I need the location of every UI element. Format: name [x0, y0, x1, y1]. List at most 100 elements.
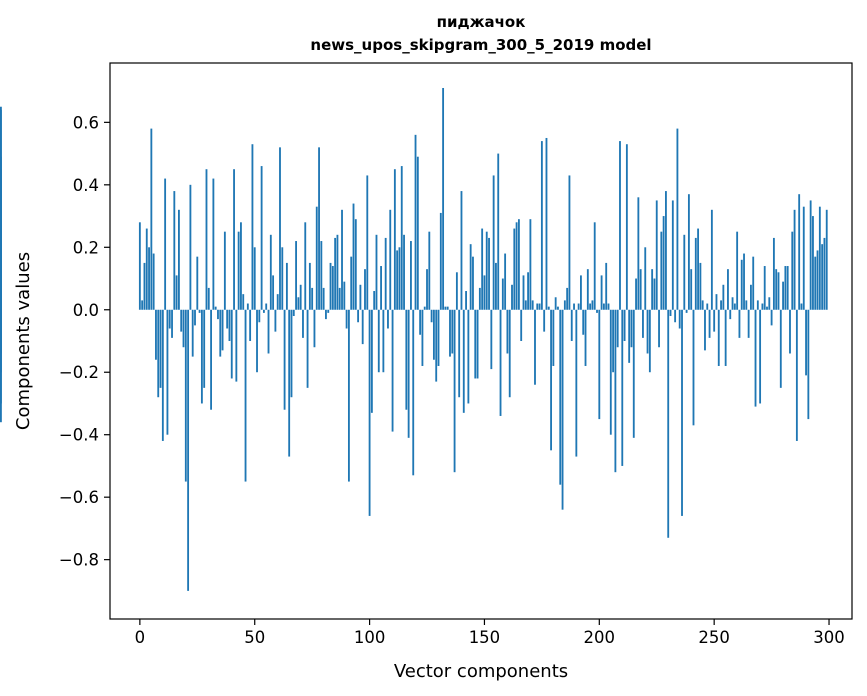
x-tick-label: 150 [469, 628, 501, 647]
bar [492, 175, 495, 310]
bar [584, 309, 587, 366]
bar [453, 309, 456, 473]
bar [315, 206, 318, 310]
bar [343, 281, 346, 310]
bar [166, 309, 169, 435]
bar [738, 309, 741, 338]
bar [325, 309, 327, 320]
bar [807, 309, 810, 420]
bar [246, 303, 249, 310]
bar [285, 262, 288, 310]
bar [770, 309, 773, 326]
bar [272, 275, 275, 310]
bar [763, 266, 766, 310]
x-axis-label: Vector components [394, 661, 568, 682]
bar [171, 309, 173, 338]
bar [458, 309, 461, 398]
bar [547, 306, 550, 310]
bar [559, 309, 562, 485]
bar [786, 266, 789, 310]
bar [573, 303, 575, 310]
bars-group [0, 87, 828, 591]
bar [308, 262, 311, 310]
bar [439, 212, 442, 310]
bar [605, 262, 608, 310]
bar [623, 309, 626, 341]
bar [235, 309, 238, 382]
bar [357, 309, 360, 323]
x-tick-label: 0 [135, 628, 146, 647]
bar [681, 309, 683, 516]
bar [168, 309, 171, 329]
bar [393, 169, 396, 310]
bar [720, 300, 722, 310]
bar [522, 275, 525, 310]
bar [223, 231, 226, 310]
bar [490, 309, 493, 370]
x-tick-label: 250 [698, 628, 730, 647]
bar [194, 309, 196, 326]
bar [750, 284, 752, 310]
bar [671, 200, 674, 310]
bar [676, 128, 679, 310]
bar [511, 284, 513, 310]
bar [754, 309, 757, 407]
bar [621, 309, 624, 466]
bar [214, 306, 217, 310]
bar [423, 306, 426, 310]
bar [816, 250, 819, 310]
bar [398, 247, 401, 310]
bar [334, 237, 337, 310]
bar [701, 300, 704, 310]
x-tick-label: 100 [354, 628, 386, 647]
bar [462, 309, 465, 413]
bar [593, 222, 596, 310]
bar [602, 303, 605, 310]
bar [759, 309, 762, 404]
bar [419, 309, 422, 335]
bar [242, 294, 245, 310]
y-tick-label: −0.6 [59, 488, 99, 507]
bar [387, 309, 389, 329]
bar [143, 262, 146, 310]
bar [410, 241, 412, 310]
bar [736, 231, 739, 310]
bar [752, 256, 755, 310]
bar [338, 287, 341, 310]
bar [175, 275, 178, 310]
bar [359, 284, 362, 310]
bar [566, 287, 569, 310]
bar [591, 300, 594, 310]
bar [568, 175, 571, 310]
bar [825, 209, 828, 310]
x-tick-label: 300 [813, 628, 845, 647]
bar [148, 247, 150, 310]
bar [150, 128, 153, 310]
bar [580, 275, 582, 310]
bar [237, 231, 240, 310]
bar [200, 309, 203, 404]
bar [341, 209, 343, 310]
bar [313, 309, 316, 348]
bar [141, 300, 144, 310]
bar [779, 309, 782, 388]
bar [582, 309, 585, 335]
bar [517, 219, 520, 310]
bar [467, 309, 470, 404]
chart-subtitle: news_upos_skipgram_300_5_2019 model [310, 36, 651, 54]
bar [639, 269, 642, 310]
bar [460, 191, 463, 310]
bar [299, 284, 302, 310]
bar [230, 309, 233, 379]
bar [274, 309, 277, 332]
bar [437, 309, 440, 366]
bar [667, 309, 670, 538]
bar [777, 272, 780, 310]
bar [632, 309, 635, 438]
y-tick-label: 0.4 [73, 176, 99, 195]
bar [283, 309, 286, 410]
bar [495, 262, 497, 310]
bar [784, 266, 787, 310]
x-tick-label: 50 [244, 628, 265, 647]
bar [685, 309, 688, 313]
